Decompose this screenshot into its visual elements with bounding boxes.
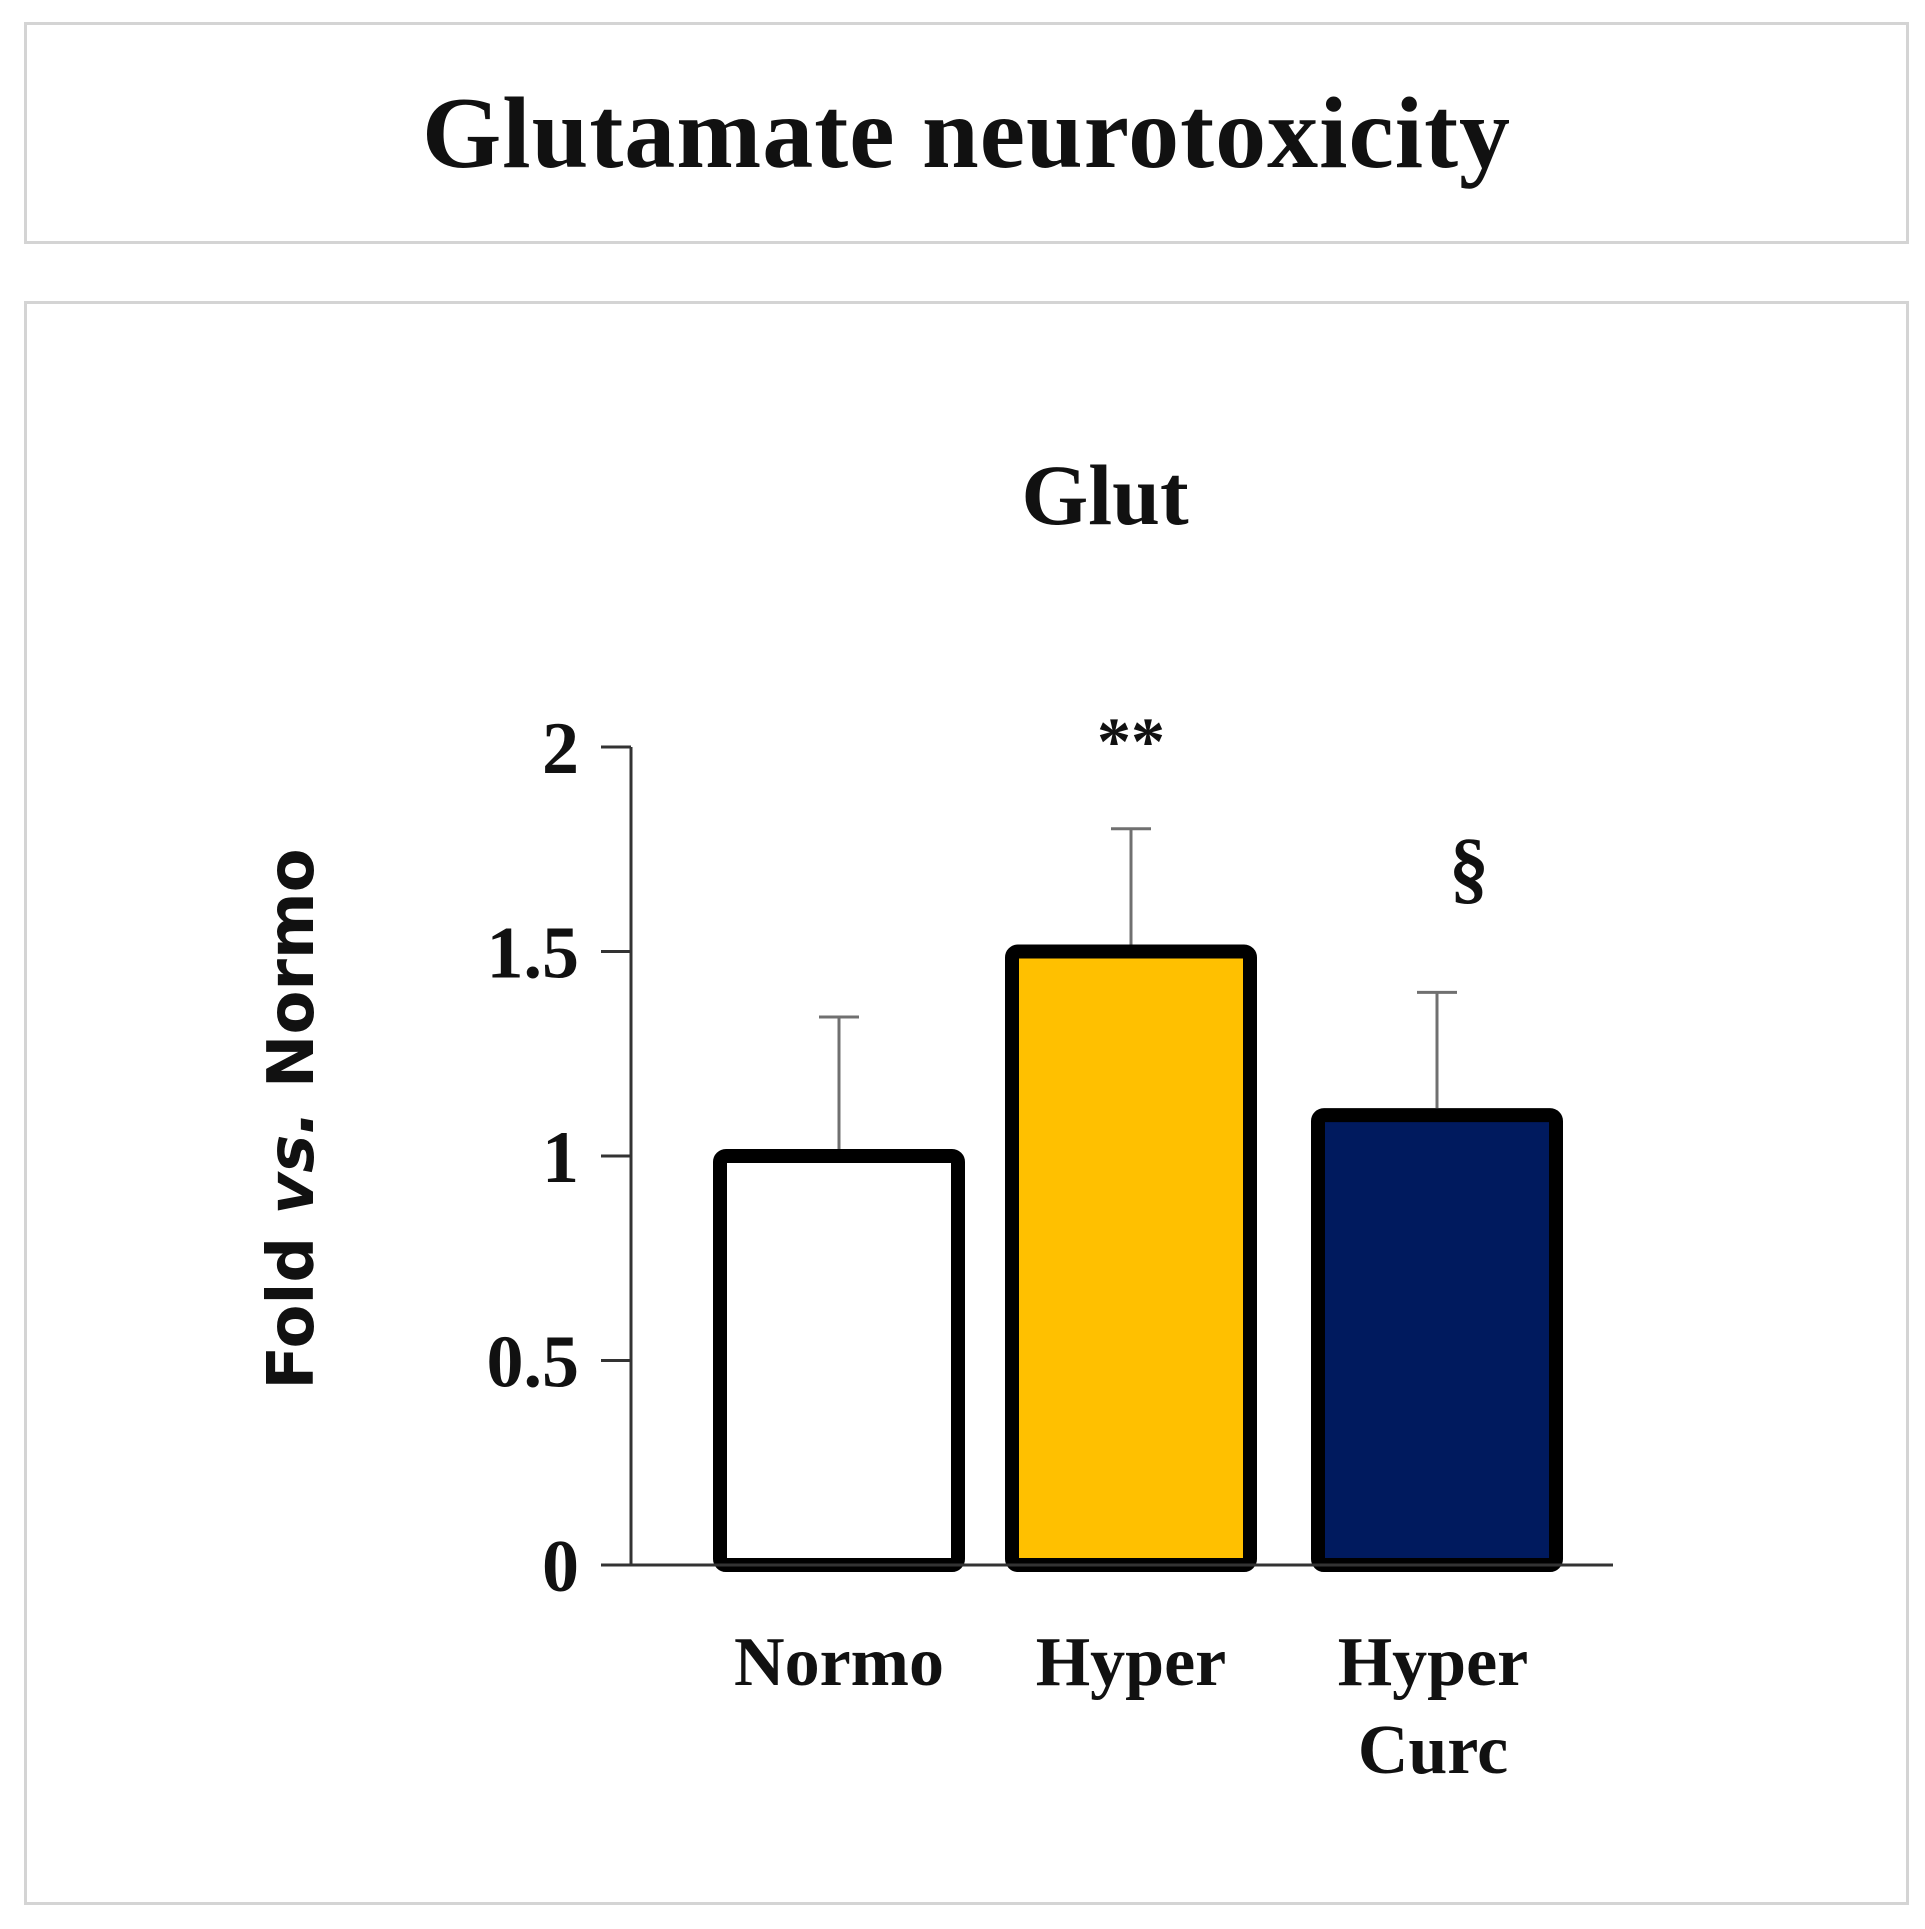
svg-text:Fold vs. Normo: Fold vs. Normo bbox=[255, 848, 329, 1389]
bar-0 bbox=[713, 1149, 965, 1572]
x-tick-label-0: Normo bbox=[734, 1624, 944, 1701]
chart-title: Glut bbox=[1021, 447, 1189, 543]
y-tick-label-3: 1.5 bbox=[487, 913, 580, 995]
y-tick-label-0: 0 bbox=[542, 1526, 579, 1608]
significance-annotation-2: § bbox=[1449, 824, 1489, 912]
page-title: Glutamate neurotoxicity bbox=[421, 76, 1512, 190]
x-tick-label-2-line-1: Curc bbox=[1358, 1712, 1508, 1789]
x-tick-label-2-line-0: Hyper bbox=[1338, 1624, 1529, 1701]
y-tick-label-4: 2 bbox=[542, 708, 579, 790]
bar-2 bbox=[1311, 1108, 1563, 1572]
x-tick-label-1: Hyper bbox=[1036, 1624, 1227, 1701]
title-panel: Glutamate neurotoxicity bbox=[24, 22, 1909, 244]
significance-annotation-1: ** bbox=[1097, 703, 1165, 779]
y-tick-label-1: 0.5 bbox=[487, 1322, 580, 1404]
y-axis-label-suffix: Normo bbox=[255, 848, 329, 1110]
y-axis-label-italic: vs. bbox=[255, 1110, 329, 1214]
y-axis-label-prefix: Fold bbox=[255, 1215, 329, 1390]
bar-chart: Glut Fold vs. Normo 0 0.5 1 1.5 2 Normo Hyper H… bbox=[255, 447, 1613, 1789]
y-tick-label-2: 1 bbox=[542, 1117, 579, 1199]
chart-panel: Glut Fold vs. Normo 0 0.5 1 1.5 2 Normo Hyper H… bbox=[24, 301, 1909, 1905]
y-axis-label: Fold vs. Normo bbox=[255, 848, 329, 1389]
bar-1 bbox=[1005, 944, 1257, 1572]
plot-area: 0 0.5 1 1.5 2 Normo Hyper Hyper Curc ** § bbox=[487, 703, 1613, 1789]
